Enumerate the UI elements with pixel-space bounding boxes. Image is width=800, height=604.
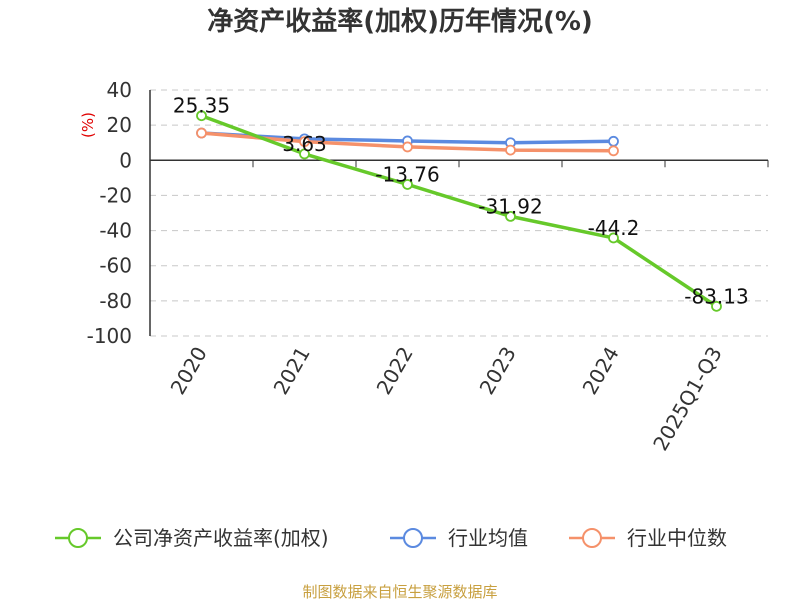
data-point xyxy=(608,145,619,157)
legend: 公司净资产收益率(加权) 行业均值 行业中位数 xyxy=(55,526,727,550)
data-point xyxy=(608,232,619,244)
legend-item: 公司净资产收益率(加权) xyxy=(55,526,329,550)
data-point xyxy=(402,141,413,153)
data-point xyxy=(505,144,516,156)
data-point xyxy=(196,127,207,139)
legend-marker-icon xyxy=(403,528,423,548)
y-tick-label: -60 xyxy=(99,254,132,278)
x-tick-label: 2023 xyxy=(475,343,521,399)
y-tick-label: 0 xyxy=(119,148,132,172)
legend-item: 行业中位数 xyxy=(569,526,727,550)
data-label: 25.35 xyxy=(173,94,230,118)
data-point xyxy=(299,148,310,160)
legend-item: 行业均值 xyxy=(390,526,528,550)
y-tick-label: -20 xyxy=(99,183,132,207)
x-tick-label: 2025Q1-Q3 xyxy=(648,343,727,455)
data-point xyxy=(608,135,619,147)
x-tick-label: 2024 xyxy=(578,343,624,399)
x-tick-label: 2022 xyxy=(372,343,418,399)
source-note: 制图数据来自恒生聚源数据库 xyxy=(302,583,497,600)
data-label: -13.76 xyxy=(375,162,439,186)
legend-marker-icon xyxy=(68,528,88,548)
data-label: -31.92 xyxy=(478,194,542,218)
y-tick-label: 20 xyxy=(107,113,132,137)
data-label: -83.13 xyxy=(684,284,748,308)
x-tick-label: 2021 xyxy=(269,343,315,399)
y-tick-label: 40 xyxy=(107,78,132,102)
axis-layer: 40 20 0 -20 -40 -60 -80 -100 2020 2021 2022 2023 202… xyxy=(87,78,769,455)
legend-label: 公司净资产收益率(加权) xyxy=(113,526,329,550)
data-point xyxy=(505,210,516,222)
series-line xyxy=(200,114,718,308)
y-axis-unit-label: (%) xyxy=(79,112,97,138)
data-label: 3.63 xyxy=(282,132,327,156)
y-tick-label: -80 xyxy=(99,289,132,313)
legend-label: 行业中位数 xyxy=(627,526,727,550)
series-layer xyxy=(196,110,722,312)
data-point xyxy=(402,179,413,190)
legend-label: 行业均值 xyxy=(448,526,528,550)
legend-marker-icon xyxy=(582,528,602,548)
y-tick-label: -40 xyxy=(99,219,132,243)
y-tick-label: -100 xyxy=(87,324,132,348)
chart-title: 净资产收益率(加权)历年情况(%) xyxy=(207,6,593,37)
data-point xyxy=(196,110,207,122)
data-point xyxy=(299,136,310,148)
data-point xyxy=(711,300,722,312)
x-tick-label: 2020 xyxy=(166,343,212,399)
data-label: -44.2 xyxy=(588,216,640,240)
data-label-layer: 25.35 3.63 -13.76 -31.92 -44.2 -83.13 xyxy=(173,94,749,309)
grid-layer xyxy=(150,89,768,337)
